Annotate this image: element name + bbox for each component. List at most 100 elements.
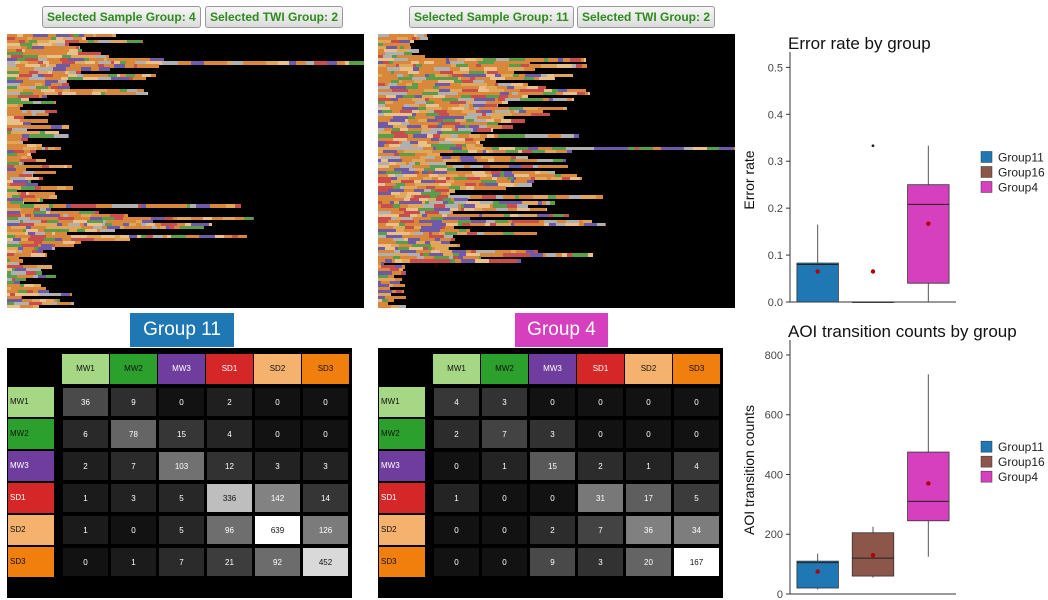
sequence-segment (451, 198, 454, 202)
sequence-segment (223, 216, 235, 220)
sequence-segment (446, 61, 450, 65)
sequence-segment (62, 237, 71, 242)
sequence-segment (467, 146, 482, 150)
sequence-segment (553, 164, 567, 169)
sequence-segment (62, 61, 75, 65)
sequence-segment (78, 234, 87, 239)
sequence-segment (509, 91, 512, 96)
sequence-segment (378, 110, 382, 114)
y-tick-label: 0.3 (768, 156, 783, 168)
sequence-segment (519, 195, 533, 199)
sequence-segment (434, 204, 445, 208)
sequence-segment (71, 55, 85, 59)
sequence-segment (378, 134, 394, 138)
sequence-segment (639, 146, 653, 150)
sequence-segment (68, 225, 81, 230)
sequence-segment (549, 213, 553, 217)
sequence-segment (7, 250, 16, 254)
sequence-segment (31, 219, 41, 224)
sequence-segment (127, 88, 137, 93)
sequence-segment (58, 91, 62, 96)
sequence-segment (378, 262, 381, 266)
sequence-segment (27, 143, 36, 147)
selected-twi-group-badge-left[interactable]: Selected TWI Group: 2 (205, 6, 344, 28)
sequence-segment (450, 67, 460, 71)
sequence-segment (424, 189, 431, 193)
sequence-segment (498, 97, 505, 102)
sequence-segment (73, 219, 87, 224)
sequence-segment (52, 225, 68, 230)
sequence-segment (41, 244, 52, 248)
selected-sample-group-badge-left[interactable]: Selected Sample Group: 4 (42, 6, 201, 28)
sequence-segment (20, 119, 27, 123)
sequence-segment (155, 222, 158, 227)
sequence-segment (484, 253, 493, 257)
sequence-segment (448, 247, 449, 251)
sequence-segment (543, 91, 556, 96)
sequence-segment (73, 46, 76, 50)
sequence-segment (442, 131, 458, 135)
selected-sample-group-badge-right[interactable]: Selected Sample Group: 11 (409, 6, 574, 28)
sequence-segment (431, 216, 443, 220)
sequence-segment (416, 113, 426, 117)
sequence-segment (415, 94, 422, 99)
sequence-segment (136, 219, 142, 224)
sequence-segment (44, 222, 57, 227)
sequence-segment (494, 134, 498, 138)
sequence-segment (481, 64, 494, 68)
sequence-segment (31, 119, 39, 123)
sequence-segment (415, 183, 423, 187)
sequence-segment (684, 146, 693, 150)
sequence-segment (111, 61, 114, 65)
sequence-segment (584, 222, 597, 227)
sequence-segment (443, 201, 448, 205)
sequence-segment (594, 146, 609, 150)
sequence-segment (120, 234, 129, 239)
sequence-segment (7, 37, 15, 41)
sequence-segment (511, 180, 514, 184)
sequence-segment (138, 225, 152, 230)
sequence-segment (95, 210, 100, 214)
sequence-segment (400, 186, 404, 190)
matrix-cell: 1 (62, 515, 109, 545)
sequence-segment (437, 259, 450, 263)
sequence-segment (433, 171, 447, 175)
sequence-segment (146, 61, 162, 65)
legend-label: Group11 (998, 150, 1044, 164)
sequence-segment (378, 122, 388, 126)
sequence-segment (496, 207, 508, 211)
sequence-segment (378, 277, 391, 281)
sequence-segment (378, 289, 392, 294)
sequence-segment (62, 82, 68, 87)
sequence-segment (31, 49, 45, 53)
sequence-segment (447, 110, 462, 114)
sequence-segment (384, 241, 391, 245)
sequence-segment (18, 247, 23, 251)
sequence-segment (410, 198, 419, 202)
sequence-segment (409, 167, 415, 172)
sequence-segment (474, 107, 479, 111)
sequence-segment (494, 119, 501, 123)
sequence-segment (417, 174, 429, 178)
selected-twi-group-badge-right[interactable]: Selected TWI Group: 2 (577, 6, 716, 28)
sequence-segment (215, 234, 224, 239)
matrix-cell: 142 (254, 483, 301, 513)
sequence-segment (404, 46, 412, 50)
sequence-segment (421, 180, 435, 184)
sequence-segment (496, 164, 505, 169)
sequence-segment (7, 177, 10, 181)
sequence-segment (402, 234, 415, 239)
matrix-cell: 126 (302, 515, 349, 545)
sequence-segment (378, 283, 389, 287)
sequence-segment (71, 91, 76, 96)
sequence-segment (391, 97, 398, 102)
sequence-segment (38, 73, 44, 77)
sequence-segment (27, 46, 32, 50)
sequence-segment (157, 64, 160, 68)
sequence-segment (466, 253, 480, 257)
sequence-segment (480, 253, 484, 257)
sequence-segment (447, 213, 452, 217)
sequence-segment (378, 292, 387, 297)
sequence-segment (62, 55, 71, 59)
sequence-segment (541, 64, 557, 68)
